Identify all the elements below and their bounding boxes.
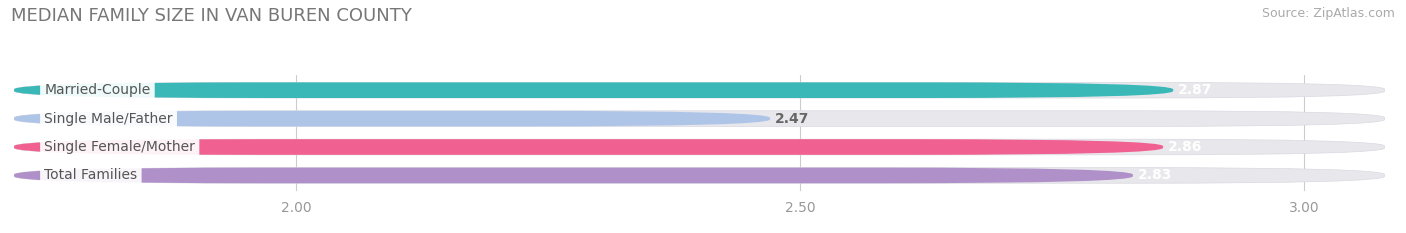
Text: Source: ZipAtlas.com: Source: ZipAtlas.com	[1261, 7, 1395, 20]
Text: MEDIAN FAMILY SIZE IN VAN BUREN COUNTY: MEDIAN FAMILY SIZE IN VAN BUREN COUNTY	[11, 7, 412, 25]
Text: Single Male/Father: Single Male/Father	[45, 112, 173, 126]
FancyBboxPatch shape	[14, 82, 1385, 98]
FancyBboxPatch shape	[14, 139, 1385, 155]
FancyBboxPatch shape	[14, 168, 1133, 183]
Text: Single Female/Mother: Single Female/Mother	[45, 140, 195, 154]
Text: 2.83: 2.83	[1137, 168, 1173, 182]
FancyBboxPatch shape	[14, 111, 1385, 127]
FancyBboxPatch shape	[14, 139, 1163, 155]
Text: Married-Couple: Married-Couple	[45, 83, 150, 97]
Text: Total Families: Total Families	[45, 168, 138, 182]
FancyBboxPatch shape	[14, 111, 770, 127]
Text: 2.47: 2.47	[775, 112, 810, 126]
Text: 2.86: 2.86	[1168, 140, 1202, 154]
FancyBboxPatch shape	[14, 82, 1173, 98]
Text: 2.87: 2.87	[1178, 83, 1212, 97]
FancyBboxPatch shape	[14, 168, 1385, 183]
